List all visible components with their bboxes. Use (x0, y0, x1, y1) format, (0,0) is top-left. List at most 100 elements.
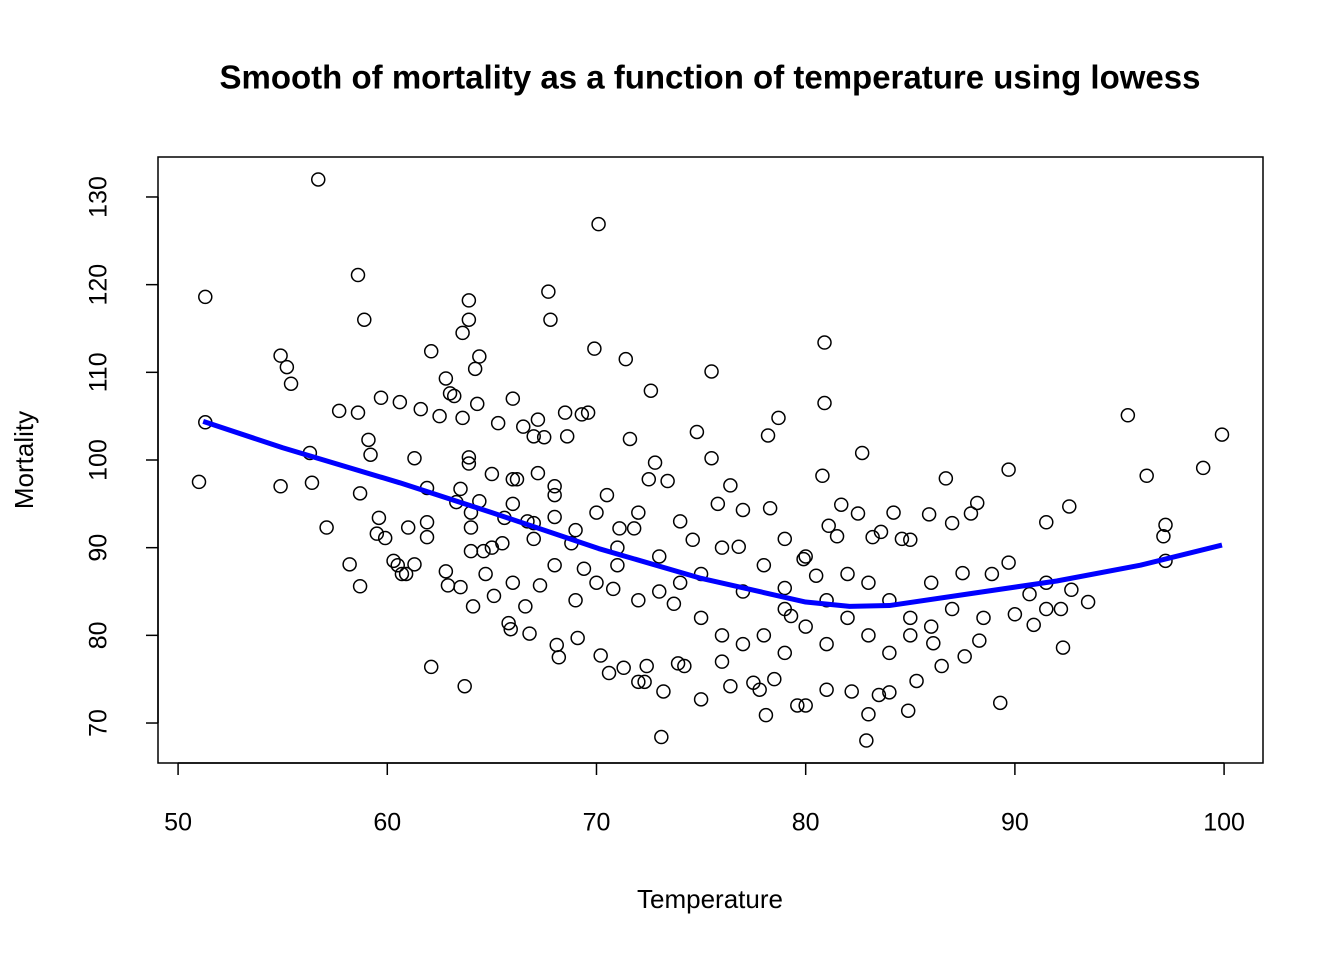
data-point (969, 495, 985, 511)
data-point (478, 566, 493, 582)
data-point (283, 376, 299, 391)
data-point (926, 635, 941, 651)
data-point (457, 678, 472, 694)
data-point (1001, 555, 1016, 570)
data-point (331, 403, 347, 419)
data-point (760, 428, 776, 443)
x-tick-label: 90 (1001, 809, 1029, 837)
y-tick-label: 70 (85, 709, 113, 737)
data-point (903, 610, 918, 626)
data-point (342, 557, 357, 572)
y-tick-label: 130 (85, 176, 113, 218)
data-point (771, 410, 786, 426)
data-point (407, 557, 422, 572)
data-point (461, 456, 477, 471)
data-point (587, 341, 602, 356)
data-point (955, 565, 970, 581)
data-point (486, 588, 502, 604)
data-point (390, 557, 405, 573)
data-point (777, 645, 793, 661)
data-point (530, 412, 546, 427)
data-point (976, 610, 991, 626)
data-point (798, 549, 813, 564)
data-point (815, 468, 830, 484)
data-point (476, 543, 491, 559)
data-point (819, 593, 834, 608)
data-point (672, 575, 688, 590)
y-tick-label: 120 (85, 264, 113, 306)
y-tick-label: 110 (85, 352, 113, 392)
data-point (549, 637, 564, 653)
data-point (656, 684, 671, 699)
data-point (672, 514, 688, 529)
data-point (651, 584, 667, 599)
data-point (854, 445, 870, 461)
data-point (689, 424, 705, 440)
data-point (551, 650, 567, 665)
data-point (576, 561, 592, 576)
data-point (423, 659, 439, 675)
data-point (834, 497, 849, 512)
data-point (637, 674, 652, 690)
data-point (547, 479, 562, 494)
data-point (704, 364, 719, 379)
data-point (574, 407, 590, 422)
data-point (859, 733, 874, 748)
data-point (198, 289, 213, 305)
data-point (413, 401, 429, 417)
data-point (654, 729, 669, 745)
data-point (631, 674, 646, 690)
data-point (1062, 499, 1077, 514)
data-point (660, 473, 675, 489)
data-point (1158, 517, 1173, 533)
data-point (693, 610, 709, 626)
data-point (547, 557, 562, 573)
data-point (903, 628, 918, 643)
data-point (631, 593, 646, 608)
data-point (714, 654, 730, 669)
data-point (369, 526, 385, 541)
data-point (762, 500, 778, 516)
data-point (1195, 460, 1211, 476)
data-point (423, 344, 439, 359)
data-point (568, 522, 583, 538)
data-point (666, 596, 682, 612)
data-point (819, 636, 834, 652)
data-point (589, 575, 604, 590)
data-point (357, 312, 372, 327)
data-point (490, 415, 506, 431)
data-point (589, 505, 604, 520)
data-point (373, 390, 389, 406)
data-point (622, 431, 638, 447)
data-point (714, 628, 730, 643)
data-point (453, 579, 468, 595)
data-point (536, 429, 552, 445)
data-point (1001, 462, 1016, 477)
data-point (350, 405, 366, 420)
data-point (790, 698, 805, 713)
data-point (501, 615, 516, 631)
data-point (921, 507, 937, 522)
data-point (1039, 601, 1054, 617)
data-point (352, 579, 368, 594)
data-point (829, 529, 845, 544)
data-point (570, 630, 585, 646)
data-point (191, 474, 207, 490)
data-point (568, 593, 583, 608)
data-point (923, 575, 939, 590)
data-point (361, 432, 376, 448)
data-point (651, 549, 667, 564)
data-point (850, 506, 866, 521)
data-point (923, 619, 939, 634)
data-point (610, 557, 625, 573)
data-point (522, 626, 537, 641)
data-point (484, 466, 500, 482)
data-point (516, 419, 531, 434)
data-point (944, 515, 960, 531)
y-tick-label: 90 (85, 534, 113, 562)
data-point (526, 429, 541, 444)
data-point (438, 371, 454, 386)
data-point (735, 502, 751, 518)
data-point (526, 531, 541, 547)
data-point (503, 621, 518, 637)
